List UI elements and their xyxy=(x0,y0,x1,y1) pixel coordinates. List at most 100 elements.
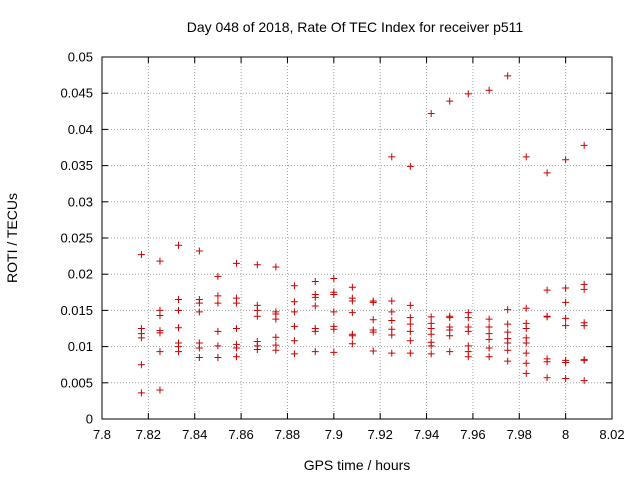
data-point-plus-marker xyxy=(232,353,240,361)
data-point-plus-marker xyxy=(214,292,222,300)
data-point-plus-marker xyxy=(311,302,319,310)
data-point-plus-marker xyxy=(485,323,493,331)
data-point-plus-marker xyxy=(330,348,338,356)
data-point-plus-marker xyxy=(369,316,377,324)
y-axis-title: ROTI / TECUs xyxy=(4,193,20,283)
data-point-plus-marker xyxy=(504,320,512,328)
data-point-plus-marker xyxy=(272,263,280,271)
data-point-plus-marker xyxy=(311,327,319,335)
data-point-plus-marker xyxy=(348,297,356,305)
data-point-plus-marker xyxy=(214,342,222,350)
data-point-plus-marker xyxy=(195,247,203,255)
data-point-plus-marker xyxy=(406,337,414,345)
data-point-plus-marker xyxy=(485,335,493,343)
data-point-plus-marker xyxy=(580,377,588,385)
data-point-plus-marker xyxy=(369,298,377,306)
data-point-plus-marker xyxy=(543,313,551,321)
data-point-plus-marker xyxy=(406,327,414,335)
data-point-plus-marker xyxy=(406,314,414,322)
data-point-plus-marker xyxy=(195,308,203,316)
data-point-plus-marker xyxy=(427,313,435,321)
data-point-plus-marker xyxy=(406,301,414,309)
data-point-plus-marker xyxy=(464,327,472,335)
data-point-plus-marker xyxy=(562,322,570,330)
data-point-plus-marker xyxy=(232,344,240,352)
data-point-plus-marker xyxy=(406,320,414,328)
y-tick-label: 0.005 xyxy=(60,375,93,390)
y-tick-label: 0.015 xyxy=(60,303,93,318)
x-tick-label: 7.86 xyxy=(228,427,253,442)
data-point-plus-marker xyxy=(232,299,240,307)
x-tick-label: 7.82 xyxy=(136,427,161,442)
data-point-plus-marker xyxy=(485,86,493,94)
data-point-plus-marker xyxy=(137,251,145,259)
data-point-plus-marker xyxy=(388,317,396,325)
y-axis: 0 0.005 0.01 0.015 0.02 0.025 0.03 0.035 0.04 0.0… xyxy=(60,50,612,427)
data-point-plus-marker xyxy=(214,272,222,280)
y-tick-label: 0.01 xyxy=(68,339,93,354)
data-point-plus-marker xyxy=(253,312,261,320)
y-tick-label: 0.04 xyxy=(68,122,93,137)
data-point-plus-marker xyxy=(562,374,570,382)
data-point-plus-marker xyxy=(214,327,222,335)
data-point-plus-marker xyxy=(446,332,454,340)
data-point-plus-marker xyxy=(580,356,588,364)
data-point-plus-marker xyxy=(137,334,145,342)
data-point-plus-marker xyxy=(504,339,512,347)
data-point-plus-marker xyxy=(522,325,530,332)
data-point-plus-marker xyxy=(562,284,570,292)
x-tick-label: 7.98 xyxy=(507,427,532,442)
data-point-plus-marker xyxy=(504,306,512,314)
data-point-plus-marker xyxy=(232,325,240,332)
data-point-plus-marker xyxy=(137,361,145,369)
data-point-plus-marker xyxy=(348,309,356,317)
x-axis: 7.8 7.82 7.84 7.86 7.88 7.9 7.92 7.94 7.96 7.98 8 8… xyxy=(93,57,625,442)
data-point-plus-marker xyxy=(446,97,454,105)
data-point-plus-marker xyxy=(348,283,356,291)
data-point-plus-marker xyxy=(272,346,280,354)
data-point-plus-marker xyxy=(580,141,588,149)
data-point-plus-marker xyxy=(311,348,319,356)
data-point-plus-marker xyxy=(156,329,164,337)
data-point-plus-marker xyxy=(522,153,530,161)
data-point-plus-marker xyxy=(388,308,396,316)
y-tick-label: 0 xyxy=(86,412,93,427)
x-tick-label: 7.84 xyxy=(182,427,207,442)
chart-title: Day 048 of 2018, Rate Of TEC Index for r… xyxy=(187,19,524,35)
data-point-plus-marker xyxy=(504,346,512,354)
data-point-plus-marker xyxy=(175,306,182,314)
data-point-plus-marker xyxy=(406,349,414,357)
x-tick-label: 7.96 xyxy=(460,427,485,442)
data-point-plus-marker xyxy=(485,315,493,323)
x-tick-label: 7.92 xyxy=(368,427,393,442)
y-tick-label: 0.05 xyxy=(68,50,93,65)
data-point-plus-marker xyxy=(195,353,203,361)
data-point-plus-marker xyxy=(311,277,319,285)
data-point-plus-marker xyxy=(522,359,530,367)
data-point-plus-marker xyxy=(580,285,588,293)
data-point-plus-marker xyxy=(272,333,280,341)
data-point-plus-marker xyxy=(464,90,472,98)
data-point-plus-marker xyxy=(446,314,454,322)
data-point-plus-marker xyxy=(464,353,472,361)
data-point-plus-marker xyxy=(369,347,377,355)
data-point-plus-marker xyxy=(175,241,182,249)
data-point-plus-marker xyxy=(156,257,164,265)
x-tick-label: 8 xyxy=(562,427,569,442)
data-point-plus-marker xyxy=(290,350,298,358)
data-point-plus-marker xyxy=(348,340,356,348)
x-tick-label: 7.8 xyxy=(93,427,111,442)
y-tick-label: 0.035 xyxy=(60,158,93,173)
data-point-plus-marker xyxy=(504,328,512,336)
x-axis-title: GPS time / hours xyxy=(304,457,411,473)
data-point-plus-marker xyxy=(232,259,240,267)
x-tick-label: 7.88 xyxy=(275,427,300,442)
data-point-plus-marker xyxy=(195,344,203,352)
data-point-plus-marker xyxy=(562,359,570,367)
data-point-plus-marker xyxy=(464,314,472,322)
y-tick-label: 0.025 xyxy=(60,231,93,246)
grid-lines xyxy=(102,57,612,419)
data-point-plus-marker xyxy=(388,297,396,305)
